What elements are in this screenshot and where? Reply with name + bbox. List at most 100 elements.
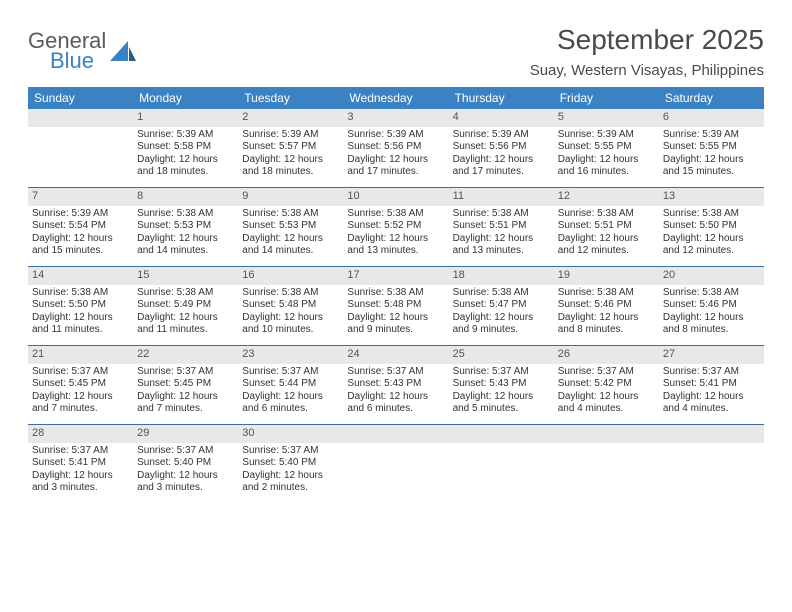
sunset-text: Sunset: 5:54 PM bbox=[32, 220, 129, 233]
sunset-text: Sunset: 5:55 PM bbox=[558, 141, 655, 154]
sunrise-text: Sunrise: 5:37 AM bbox=[32, 366, 129, 379]
sunset-text: Sunset: 5:45 PM bbox=[32, 378, 129, 391]
day-number: 11 bbox=[449, 188, 554, 206]
day-number: 3 bbox=[343, 109, 448, 127]
day-body: Sunrise: 5:37 AMSunset: 5:43 PMDaylight:… bbox=[343, 364, 448, 422]
weeks-container: 1Sunrise: 5:39 AMSunset: 5:58 PMDaylight… bbox=[28, 109, 764, 503]
day-number: 24 bbox=[343, 346, 448, 364]
daylight-text: Daylight: 12 hours and 10 minutes. bbox=[242, 312, 339, 337]
day-cell bbox=[449, 425, 554, 503]
daylight-text: Daylight: 12 hours and 9 minutes. bbox=[453, 312, 550, 337]
sunset-text: Sunset: 5:52 PM bbox=[347, 220, 444, 233]
sunrise-text: Sunrise: 5:38 AM bbox=[558, 287, 655, 300]
day-cell: 6Sunrise: 5:39 AMSunset: 5:55 PMDaylight… bbox=[659, 109, 764, 187]
day-body: Sunrise: 5:37 AMSunset: 5:40 PMDaylight:… bbox=[133, 443, 238, 501]
day-cell: 20Sunrise: 5:38 AMSunset: 5:46 PMDayligh… bbox=[659, 267, 764, 345]
sunrise-text: Sunrise: 5:38 AM bbox=[137, 208, 234, 221]
day-number: 20 bbox=[659, 267, 764, 285]
day-cell: 21Sunrise: 5:37 AMSunset: 5:45 PMDayligh… bbox=[28, 346, 133, 424]
day-body: Sunrise: 5:37 AMSunset: 5:41 PMDaylight:… bbox=[28, 443, 133, 501]
day-body: Sunrise: 5:38 AMSunset: 5:46 PMDaylight:… bbox=[554, 285, 659, 343]
sunset-text: Sunset: 5:51 PM bbox=[453, 220, 550, 233]
weekday-header: Saturday bbox=[659, 87, 764, 109]
sunrise-text: Sunrise: 5:38 AM bbox=[558, 208, 655, 221]
day-cell: 15Sunrise: 5:38 AMSunset: 5:49 PMDayligh… bbox=[133, 267, 238, 345]
sunset-text: Sunset: 5:43 PM bbox=[347, 378, 444, 391]
day-number: 27 bbox=[659, 346, 764, 364]
sunrise-text: Sunrise: 5:37 AM bbox=[347, 366, 444, 379]
day-cell: 30Sunrise: 5:37 AMSunset: 5:40 PMDayligh… bbox=[238, 425, 343, 503]
sunset-text: Sunset: 5:56 PM bbox=[347, 141, 444, 154]
day-number: 19 bbox=[554, 267, 659, 285]
day-body: Sunrise: 5:37 AMSunset: 5:43 PMDaylight:… bbox=[449, 364, 554, 422]
day-number bbox=[659, 425, 764, 443]
day-cell: 18Sunrise: 5:38 AMSunset: 5:47 PMDayligh… bbox=[449, 267, 554, 345]
sunrise-text: Sunrise: 5:38 AM bbox=[347, 208, 444, 221]
daylight-text: Daylight: 12 hours and 3 minutes. bbox=[137, 470, 234, 495]
daylight-text: Daylight: 12 hours and 3 minutes. bbox=[32, 470, 129, 495]
day-body: Sunrise: 5:37 AMSunset: 5:45 PMDaylight:… bbox=[28, 364, 133, 422]
day-cell: 13Sunrise: 5:38 AMSunset: 5:50 PMDayligh… bbox=[659, 188, 764, 266]
daylight-text: Daylight: 12 hours and 11 minutes. bbox=[137, 312, 234, 337]
day-number: 1 bbox=[133, 109, 238, 127]
daylight-text: Daylight: 12 hours and 7 minutes. bbox=[32, 391, 129, 416]
day-cell bbox=[28, 109, 133, 187]
day-cell: 24Sunrise: 5:37 AMSunset: 5:43 PMDayligh… bbox=[343, 346, 448, 424]
day-body: Sunrise: 5:39 AMSunset: 5:55 PMDaylight:… bbox=[554, 127, 659, 185]
sunrise-text: Sunrise: 5:37 AM bbox=[137, 445, 234, 458]
week-row: 1Sunrise: 5:39 AMSunset: 5:58 PMDaylight… bbox=[28, 109, 764, 188]
day-number: 9 bbox=[238, 188, 343, 206]
daylight-text: Daylight: 12 hours and 5 minutes. bbox=[453, 391, 550, 416]
day-cell: 7Sunrise: 5:39 AMSunset: 5:54 PMDaylight… bbox=[28, 188, 133, 266]
sunrise-text: Sunrise: 5:38 AM bbox=[347, 287, 444, 300]
day-number: 6 bbox=[659, 109, 764, 127]
day-cell bbox=[554, 425, 659, 503]
day-number: 16 bbox=[238, 267, 343, 285]
day-cell: 25Sunrise: 5:37 AMSunset: 5:43 PMDayligh… bbox=[449, 346, 554, 424]
sunrise-text: Sunrise: 5:39 AM bbox=[347, 129, 444, 142]
day-number: 4 bbox=[449, 109, 554, 127]
daylight-text: Daylight: 12 hours and 15 minutes. bbox=[32, 233, 129, 258]
sunrise-text: Sunrise: 5:39 AM bbox=[137, 129, 234, 142]
day-body: Sunrise: 5:38 AMSunset: 5:53 PMDaylight:… bbox=[238, 206, 343, 264]
sunrise-text: Sunrise: 5:38 AM bbox=[242, 287, 339, 300]
day-number bbox=[343, 425, 448, 443]
sunrise-text: Sunrise: 5:38 AM bbox=[663, 208, 760, 221]
sunset-text: Sunset: 5:58 PM bbox=[137, 141, 234, 154]
sunrise-text: Sunrise: 5:38 AM bbox=[242, 208, 339, 221]
day-body: Sunrise: 5:38 AMSunset: 5:46 PMDaylight:… bbox=[659, 285, 764, 343]
sunset-text: Sunset: 5:46 PM bbox=[663, 299, 760, 312]
week-row: 7Sunrise: 5:39 AMSunset: 5:54 PMDaylight… bbox=[28, 188, 764, 267]
day-number: 15 bbox=[133, 267, 238, 285]
day-cell: 3Sunrise: 5:39 AMSunset: 5:56 PMDaylight… bbox=[343, 109, 448, 187]
day-body: Sunrise: 5:38 AMSunset: 5:53 PMDaylight:… bbox=[133, 206, 238, 264]
calendar-grid: Sunday Monday Tuesday Wednesday Thursday… bbox=[28, 87, 764, 503]
day-cell: 12Sunrise: 5:38 AMSunset: 5:51 PMDayligh… bbox=[554, 188, 659, 266]
sunrise-text: Sunrise: 5:37 AM bbox=[242, 445, 339, 458]
day-number: 8 bbox=[133, 188, 238, 206]
day-cell: 11Sunrise: 5:38 AMSunset: 5:51 PMDayligh… bbox=[449, 188, 554, 266]
sunrise-text: Sunrise: 5:37 AM bbox=[453, 366, 550, 379]
day-body: Sunrise: 5:38 AMSunset: 5:48 PMDaylight:… bbox=[343, 285, 448, 343]
day-cell: 29Sunrise: 5:37 AMSunset: 5:40 PMDayligh… bbox=[133, 425, 238, 503]
daylight-text: Daylight: 12 hours and 16 minutes. bbox=[558, 154, 655, 179]
sunset-text: Sunset: 5:57 PM bbox=[242, 141, 339, 154]
day-body: Sunrise: 5:39 AMSunset: 5:55 PMDaylight:… bbox=[659, 127, 764, 185]
day-body: Sunrise: 5:38 AMSunset: 5:52 PMDaylight:… bbox=[343, 206, 448, 264]
day-number: 7 bbox=[28, 188, 133, 206]
sunrise-text: Sunrise: 5:38 AM bbox=[137, 287, 234, 300]
day-cell: 28Sunrise: 5:37 AMSunset: 5:41 PMDayligh… bbox=[28, 425, 133, 503]
page-title: September 2025 bbox=[530, 24, 764, 56]
daylight-text: Daylight: 12 hours and 18 minutes. bbox=[242, 154, 339, 179]
day-body: Sunrise: 5:38 AMSunset: 5:50 PMDaylight:… bbox=[28, 285, 133, 343]
day-body: Sunrise: 5:38 AMSunset: 5:49 PMDaylight:… bbox=[133, 285, 238, 343]
day-body: Sunrise: 5:37 AMSunset: 5:42 PMDaylight:… bbox=[554, 364, 659, 422]
day-number bbox=[449, 425, 554, 443]
week-row: 14Sunrise: 5:38 AMSunset: 5:50 PMDayligh… bbox=[28, 267, 764, 346]
day-number: 5 bbox=[554, 109, 659, 127]
title-block: September 2025 Suay, Western Visayas, Ph… bbox=[530, 24, 764, 79]
sunrise-text: Sunrise: 5:39 AM bbox=[453, 129, 550, 142]
week-row: 28Sunrise: 5:37 AMSunset: 5:41 PMDayligh… bbox=[28, 425, 764, 503]
day-number: 28 bbox=[28, 425, 133, 443]
daylight-text: Daylight: 12 hours and 2 minutes. bbox=[242, 470, 339, 495]
